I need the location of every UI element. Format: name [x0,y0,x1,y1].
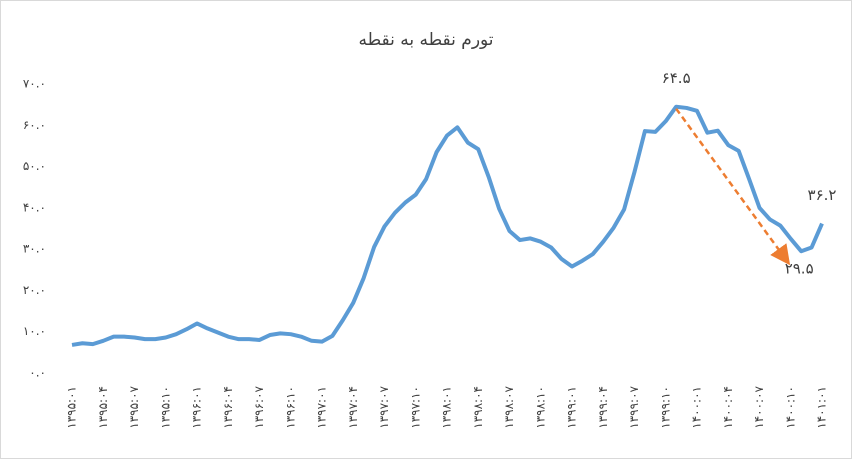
x-tick-label: ۱۴۰۱:۰۱ [815,386,829,429]
y-tick-label: ۱۰.۰ [23,324,46,338]
y-tick-label: ۴۰.۰ [23,200,46,214]
x-tick-label: ۱۳۹۸:۰۴ [471,386,485,429]
x-tick-label: ۱۳۹۹:۰۴ [596,386,610,429]
x-tick-label: ۱۳۹۵:۰۴ [96,386,110,429]
x-tick-label: ۱۴۰۰:۰۷ [752,385,766,428]
x-tick-label: ۱۳۹۷:۰۷ [377,385,391,428]
x-tick-label: ۱۳۹۹:۰۱ [565,386,579,429]
y-tick-label: ۳۰.۰ [23,242,46,256]
x-tick-label: ۱۳۹۸:۱۰ [533,386,547,429]
x-tick-label: ۱۳۹۶:۰۱ [190,386,204,429]
chart-title: تورم نقطه به نقطه [358,30,493,50]
annotation: ۶۴.۵ [662,69,691,87]
x-tick-label: ۱۳۹۶:۰۴ [221,386,235,429]
x-tick-label: ۱۳۹۹:۰۷ [627,385,641,428]
y-tick-label: ۰.۰ [29,366,46,380]
x-tick-label: ۱۳۹۵:۰۱ [65,386,79,429]
x-tick-label: ۱۳۹۵:۱۰ [158,386,172,429]
x-tick-label: ۱۳۹۷:۱۰ [408,386,422,429]
y-tick-label: ۶۰.۰ [23,118,46,132]
x-tick-label: ۱۳۹۸:۰۷ [502,385,516,428]
x-tick-label: ۱۳۹۶:۰۷ [252,385,266,428]
x-tick-label: ۱۳۹۶:۱۰ [283,386,297,429]
y-tick-label: ۵۰.۰ [23,159,46,173]
x-tick-label: ۱۴۰۰:۰۴ [721,386,735,429]
x-tick-label: ۱۳۹۵:۰۷ [127,385,141,428]
annotation: ۲۹.۵ [785,260,814,278]
x-tick-label: ۱۳۹۷:۰۱ [315,386,329,429]
y-tick-label: ۲۰.۰ [23,283,46,297]
trend-arrow [675,107,791,266]
x-tick-label: ۱۳۹۸:۰۱ [440,386,454,429]
y-tick-label: ۷۰.۰ [23,77,46,91]
line-series [71,104,824,347]
annotation: ۳۶.۲ [808,186,837,204]
x-tick-label: ۱۴۰۰:۰۱ [690,386,704,429]
x-tick-label: ۱۴۰۰:۱۰ [783,386,797,429]
x-tick-label: ۱۳۹۷:۰۴ [346,386,360,429]
x-tick-label: ۱۳۹۹:۱۰ [658,386,672,429]
